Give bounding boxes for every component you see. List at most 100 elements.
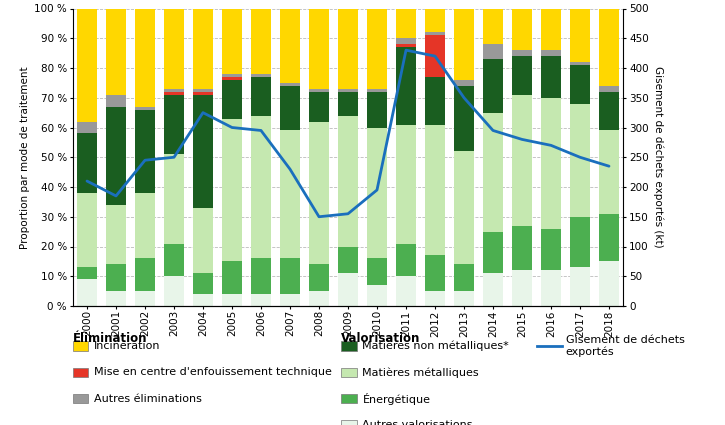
Bar — [193, 294, 213, 306]
Bar — [541, 98, 561, 229]
Bar — [425, 291, 445, 306]
Y-axis label: Gisement de déchets exportés (kt): Gisement de déchets exportés (kt) — [653, 66, 663, 248]
Bar — [77, 193, 97, 267]
Bar — [106, 264, 126, 291]
Bar — [338, 92, 358, 116]
Bar — [367, 92, 387, 128]
Bar — [454, 8, 474, 80]
Bar — [396, 47, 416, 125]
Bar — [367, 258, 387, 285]
Bar — [425, 32, 445, 35]
Bar — [280, 294, 300, 306]
Bar — [135, 291, 155, 306]
Bar — [454, 80, 474, 86]
Bar — [77, 122, 97, 133]
Bar — [570, 8, 590, 62]
Bar — [512, 50, 532, 56]
Bar — [483, 59, 503, 113]
Bar — [454, 264, 474, 291]
Bar — [222, 8, 242, 74]
Text: Incinération: Incinération — [94, 341, 161, 351]
Bar — [135, 258, 155, 291]
Bar — [512, 8, 532, 50]
Bar — [396, 276, 416, 306]
Bar — [222, 80, 242, 119]
Y-axis label: Proportion par mode de traitement: Proportion par mode de traitement — [20, 66, 30, 249]
Bar — [599, 8, 619, 86]
Bar — [599, 86, 619, 92]
Bar — [338, 246, 358, 273]
Bar — [193, 89, 213, 92]
Bar — [222, 294, 242, 306]
Bar — [338, 89, 358, 92]
Bar — [512, 56, 532, 95]
Bar — [222, 74, 242, 77]
Bar — [367, 89, 387, 92]
Bar — [425, 255, 445, 291]
Bar — [77, 267, 97, 279]
Bar — [338, 273, 358, 306]
Bar — [309, 92, 329, 122]
Bar — [396, 38, 416, 44]
Bar — [541, 8, 561, 50]
Bar — [280, 86, 300, 130]
Bar — [599, 261, 619, 306]
Text: Autres éliminations: Autres éliminations — [94, 394, 202, 404]
Bar — [483, 8, 503, 44]
Bar — [222, 261, 242, 294]
Bar — [164, 8, 184, 89]
Bar — [164, 276, 184, 306]
Bar — [135, 110, 155, 193]
Bar — [396, 8, 416, 38]
Bar — [367, 128, 387, 258]
Text: Élimination: Élimination — [72, 332, 147, 345]
Bar — [570, 104, 590, 217]
Text: Matières non métalliques*: Matières non métalliques* — [362, 341, 509, 351]
Bar — [135, 107, 155, 110]
Bar — [483, 232, 503, 273]
Bar — [193, 208, 213, 273]
Bar — [396, 125, 416, 244]
Bar — [77, 133, 97, 193]
Bar — [512, 95, 532, 226]
Bar — [541, 270, 561, 306]
Bar — [599, 130, 619, 214]
Bar — [135, 193, 155, 258]
Bar — [570, 62, 590, 65]
Bar — [425, 125, 445, 255]
Bar — [164, 154, 184, 244]
Bar — [280, 130, 300, 258]
Bar — [309, 122, 329, 264]
Bar — [280, 83, 300, 86]
Bar — [77, 279, 97, 306]
Bar — [251, 294, 271, 306]
Bar — [396, 44, 416, 47]
Bar — [309, 264, 329, 291]
Bar — [396, 244, 416, 276]
Bar — [541, 229, 561, 270]
Bar — [251, 77, 271, 116]
Bar — [164, 92, 184, 95]
Bar — [251, 116, 271, 258]
Bar — [599, 92, 619, 130]
Bar — [164, 95, 184, 154]
Bar — [106, 95, 126, 107]
Text: Mise en centre d'enfouissement technique: Mise en centre d'enfouissement technique — [94, 367, 332, 377]
Bar — [541, 56, 561, 98]
Bar — [164, 89, 184, 92]
Text: Gisement de déchets
exportés: Gisement de déchets exportés — [566, 335, 684, 357]
Bar — [483, 273, 503, 306]
Bar — [77, 8, 97, 122]
Bar — [570, 65, 590, 104]
Bar — [280, 258, 300, 294]
Bar — [106, 107, 126, 205]
Bar — [222, 77, 242, 80]
Bar — [309, 291, 329, 306]
Bar — [280, 8, 300, 83]
Bar — [367, 8, 387, 89]
Bar — [106, 8, 126, 95]
Bar — [193, 8, 213, 89]
Bar — [222, 119, 242, 261]
Bar — [164, 244, 184, 276]
Bar — [541, 50, 561, 56]
